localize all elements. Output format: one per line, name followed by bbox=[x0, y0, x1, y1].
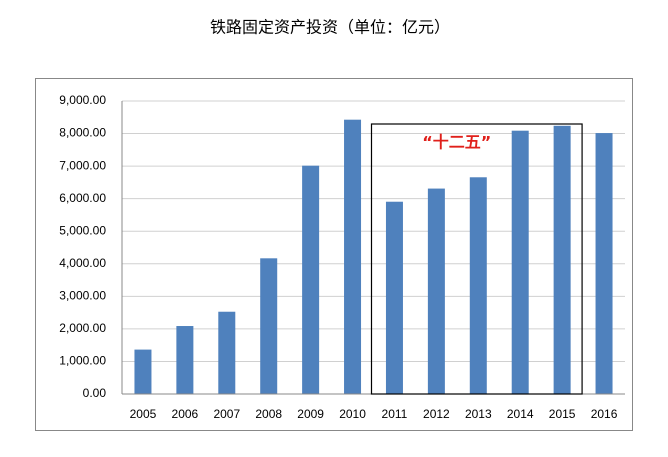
y-tick-label: 8,000.00 bbox=[59, 126, 106, 140]
x-tick-label: 2007 bbox=[213, 407, 240, 421]
x-tick-label: 2005 bbox=[130, 407, 157, 421]
y-tick-label: 0.00 bbox=[83, 386, 107, 400]
bar bbox=[553, 125, 571, 394]
y-tick-label: 9,000.00 bbox=[59, 93, 106, 107]
x-tick-label: 2014 bbox=[507, 407, 534, 421]
bar bbox=[595, 133, 613, 395]
bar bbox=[134, 349, 152, 394]
bar bbox=[176, 326, 194, 394]
bar bbox=[344, 119, 362, 394]
y-tick-label: 3,000.00 bbox=[59, 289, 106, 303]
y-tick-label: 5,000.00 bbox=[59, 223, 106, 237]
y-tick-label: 6,000.00 bbox=[59, 191, 106, 205]
x-tick-label: 2008 bbox=[255, 407, 282, 421]
bar bbox=[302, 165, 320, 394]
x-tick-label: 2015 bbox=[549, 407, 576, 421]
bar bbox=[218, 311, 236, 394]
bar bbox=[469, 177, 487, 394]
y-tick-label: 7,000.00 bbox=[59, 158, 106, 172]
y-tick-label: 1,000.00 bbox=[59, 354, 106, 368]
y-tick-label: 4,000.00 bbox=[59, 256, 106, 270]
annotation: “十二五” bbox=[422, 133, 491, 152]
chart-frame bbox=[35, 78, 633, 431]
x-tick-label: 2006 bbox=[172, 407, 199, 421]
bar bbox=[385, 201, 403, 394]
bar bbox=[511, 130, 529, 394]
y-tick-label: 2,000.00 bbox=[59, 321, 106, 335]
x-tick-label: 2010 bbox=[339, 407, 366, 421]
bar bbox=[427, 188, 445, 394]
x-tick-label: 2011 bbox=[382, 407, 408, 421]
annotation-box bbox=[370, 123, 583, 395]
x-tick-label: 2012 bbox=[423, 407, 450, 421]
bar bbox=[260, 258, 278, 394]
x-tick-label: 2016 bbox=[591, 407, 618, 421]
x-tick-label: 2013 bbox=[465, 407, 492, 421]
x-tick-label: 2009 bbox=[297, 407, 324, 421]
chart-title: 铁路固定资产投资（单位：亿元） bbox=[210, 18, 450, 37]
